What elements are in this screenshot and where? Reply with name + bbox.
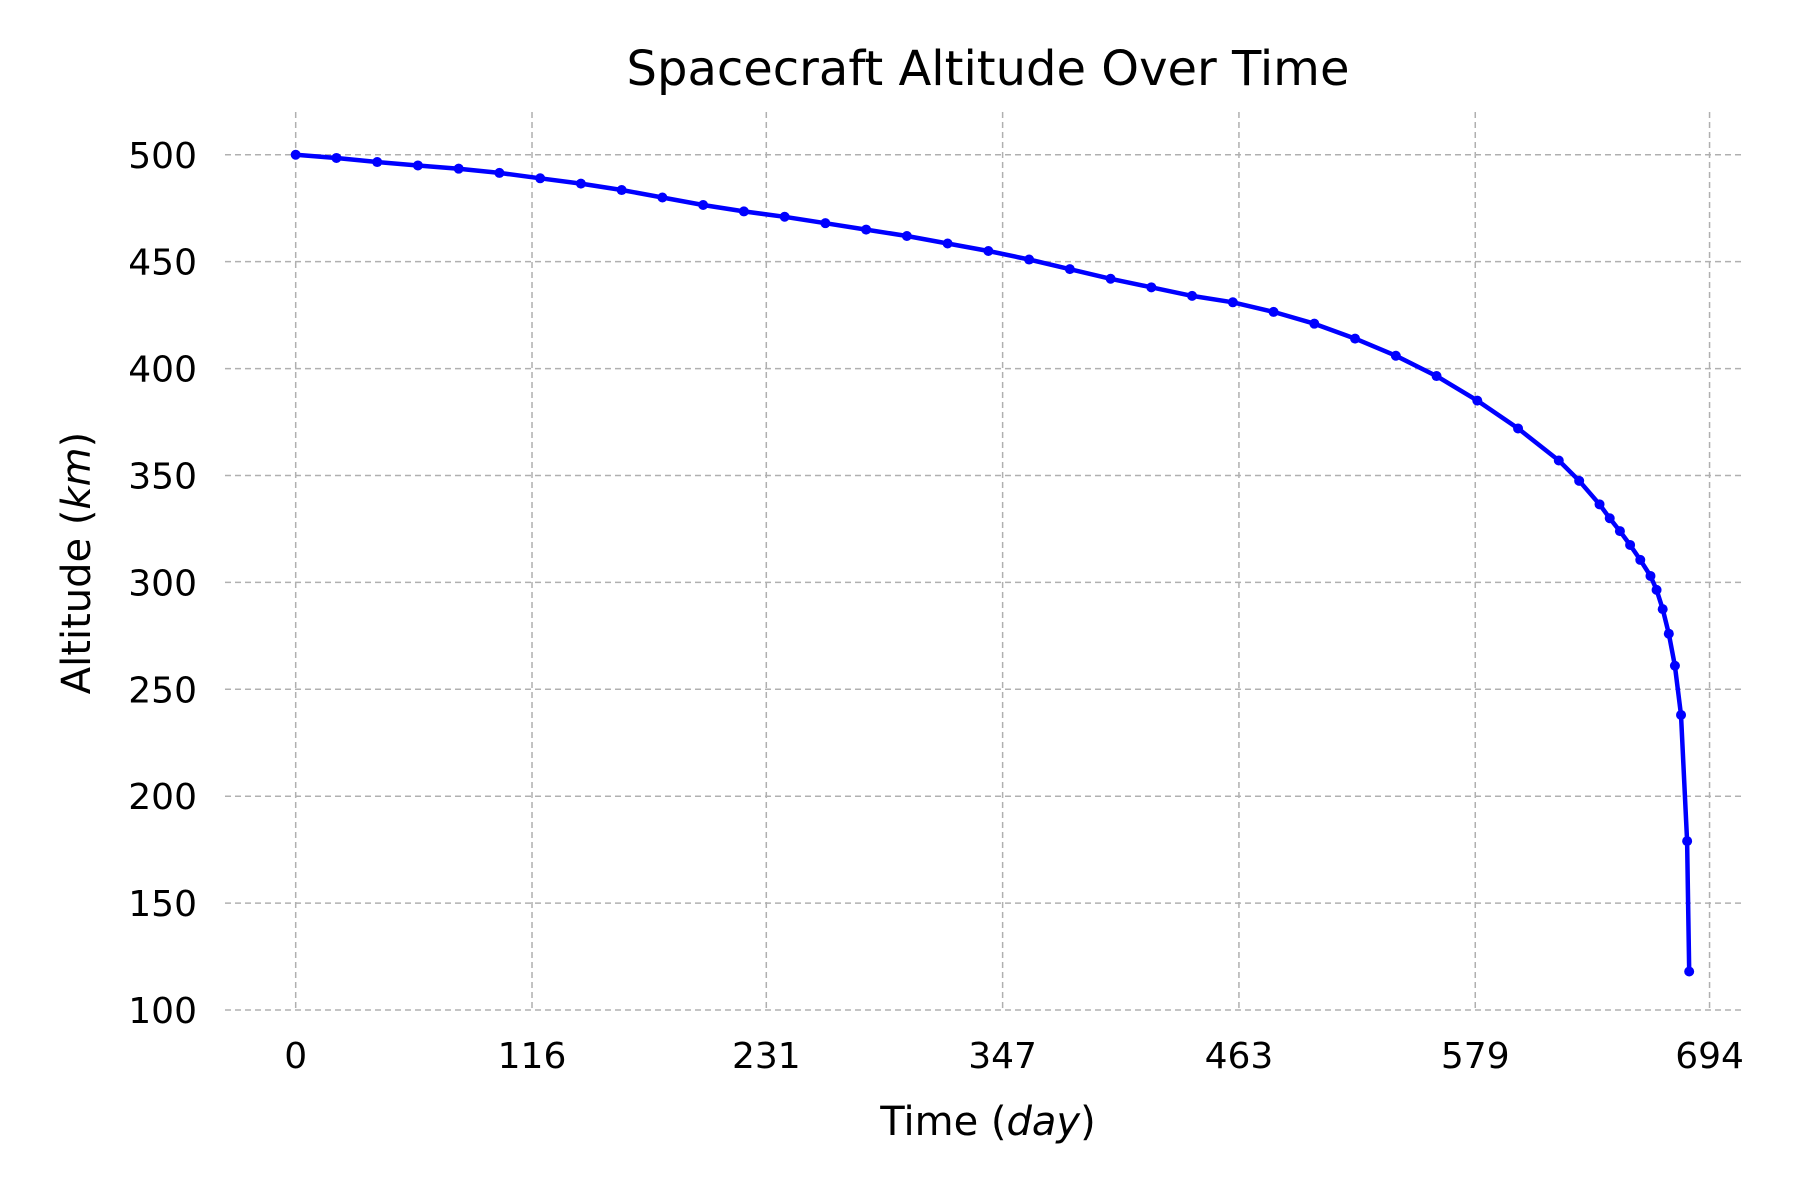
data-point bbox=[1663, 628, 1674, 639]
data-point bbox=[290, 149, 301, 160]
x-axis-label: Time (day) bbox=[879, 1099, 1095, 1145]
y-tick-label: 200 bbox=[128, 777, 197, 818]
data-point bbox=[453, 163, 464, 174]
data-point bbox=[575, 178, 586, 189]
data-point bbox=[1635, 554, 1646, 565]
data-point bbox=[1268, 306, 1279, 317]
y-tick-label: 250 bbox=[128, 670, 197, 711]
data-point bbox=[1024, 254, 1035, 265]
data-point bbox=[372, 157, 383, 168]
data-point bbox=[901, 231, 912, 242]
y-tick-label: 450 bbox=[128, 243, 197, 284]
data-point bbox=[698, 200, 709, 211]
x-tick-label: 579 bbox=[1441, 1036, 1510, 1077]
data-point bbox=[1669, 660, 1680, 671]
y-axis-label-unit: km bbox=[54, 447, 100, 509]
y-axis-label-prefix: Altitude ( bbox=[54, 510, 100, 695]
data-point bbox=[1594, 499, 1605, 510]
data-point bbox=[1350, 333, 1361, 344]
data-point bbox=[1614, 526, 1625, 537]
data-point bbox=[1472, 395, 1483, 406]
data-point bbox=[657, 192, 668, 203]
data-point bbox=[1553, 455, 1564, 466]
data-point bbox=[983, 245, 994, 256]
x-tick-label: 116 bbox=[498, 1036, 567, 1077]
chart-title: Spacecraft Altitude Over Time bbox=[627, 41, 1350, 97]
x-tick-label: 231 bbox=[732, 1036, 801, 1077]
y-tick-label: 150 bbox=[128, 884, 197, 925]
data-point bbox=[1657, 604, 1668, 615]
x-tick-label: 463 bbox=[1205, 1036, 1274, 1077]
data-point bbox=[1625, 539, 1636, 550]
data-point bbox=[1390, 350, 1401, 361]
series-altitude bbox=[290, 149, 1695, 977]
data-point bbox=[1105, 273, 1116, 284]
x-axis-label-prefix: Time ( bbox=[879, 1099, 1006, 1145]
data-point bbox=[494, 167, 505, 178]
x-tick-label: 347 bbox=[968, 1036, 1037, 1077]
y-tick-label: 100 bbox=[128, 991, 197, 1032]
y-axis-label-suffix: ) bbox=[54, 432, 100, 448]
data-point bbox=[1309, 318, 1320, 329]
x-tick-label: 0 bbox=[284, 1036, 307, 1077]
data-point bbox=[1682, 836, 1693, 847]
data-point bbox=[1604, 513, 1615, 524]
x-tick-labels: 0 116 231 347 463 579 694 bbox=[284, 1036, 1744, 1077]
data-point bbox=[1651, 584, 1662, 595]
y-axis-label: Altitude (km) bbox=[54, 432, 100, 694]
data-point bbox=[1187, 290, 1198, 301]
data-point bbox=[861, 224, 872, 235]
data-point bbox=[738, 206, 749, 217]
data-point bbox=[412, 160, 423, 171]
x-axis-label-suffix: ) bbox=[1080, 1099, 1096, 1145]
data-point bbox=[820, 218, 831, 229]
data-point bbox=[942, 238, 953, 249]
data-point bbox=[535, 173, 546, 184]
data-point bbox=[616, 185, 627, 196]
data-point bbox=[1146, 282, 1157, 293]
data-point bbox=[779, 211, 790, 222]
y-gridlines bbox=[225, 154, 1745, 1011]
data-point bbox=[331, 152, 342, 163]
series-line bbox=[293, 152, 1692, 974]
data-point bbox=[1064, 264, 1075, 275]
y-tick-label: 400 bbox=[128, 350, 197, 391]
y-tick-label: 350 bbox=[128, 456, 197, 497]
data-point bbox=[1513, 423, 1524, 434]
y-tick-label: 300 bbox=[128, 563, 197, 604]
data-point bbox=[1645, 570, 1656, 581]
data-point bbox=[1676, 709, 1687, 720]
x-axis-label-unit: day bbox=[1007, 1099, 1082, 1145]
data-point bbox=[1431, 371, 1442, 382]
data-point bbox=[1684, 966, 1695, 977]
data-point bbox=[1227, 297, 1238, 308]
data-point bbox=[1574, 475, 1585, 486]
x-tick-label: 694 bbox=[1675, 1036, 1744, 1077]
y-tick-label: 500 bbox=[128, 136, 197, 177]
y-tick-labels: 100 150 200 250 300 350 400 450 500 bbox=[128, 136, 197, 1032]
x-gridlines bbox=[294, 112, 1711, 1010]
